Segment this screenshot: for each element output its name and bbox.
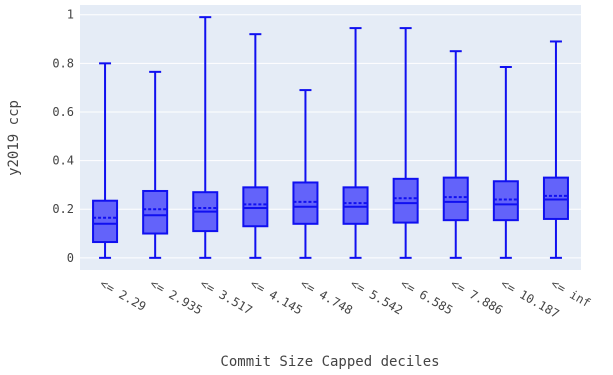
y-tick-label: 0.4 xyxy=(52,154,74,168)
x-tick-label: <= 2.29 xyxy=(98,276,149,313)
x-axis-title: Commit Size Capped deciles xyxy=(220,354,439,370)
box xyxy=(442,50,469,259)
box xyxy=(92,62,119,259)
box-iqr xyxy=(342,186,369,225)
box-iqr xyxy=(442,176,469,222)
box xyxy=(392,27,419,259)
box-iqr xyxy=(92,199,119,244)
box-iqr xyxy=(542,176,569,220)
x-tick-label: <= 4.145 xyxy=(248,276,305,317)
y-tick-label: 0 xyxy=(67,251,74,265)
box-iqr xyxy=(392,177,419,224)
box xyxy=(142,70,169,259)
box xyxy=(242,33,269,259)
box xyxy=(192,16,219,259)
box-iqr xyxy=(242,186,269,228)
box-iqr xyxy=(492,180,519,222)
y-tick-label: 1 xyxy=(67,8,74,22)
box-iqr xyxy=(142,189,169,235)
boxes xyxy=(92,16,569,259)
box xyxy=(542,40,569,259)
box xyxy=(342,27,369,259)
y-axis-ticks: 0 0.2 0.4 0.6 0.8 1 xyxy=(52,8,74,265)
y-tick-label: 0.2 xyxy=(52,202,74,216)
box xyxy=(292,89,319,259)
x-tick-label: <= 7.886 xyxy=(448,276,505,317)
x-axis-ticks: <= 2.29 <= 2.935<= 3.517<= 4.145<= 4.748<… xyxy=(98,276,593,321)
y-tick-label: 0.8 xyxy=(52,56,74,70)
x-tick-label: <= 6.585 xyxy=(398,276,455,317)
x-tick-label: <= 3.517 xyxy=(198,276,255,317)
x-tick-label: <= 2.935 xyxy=(148,276,205,317)
y-axis-title: y2019 ccp xyxy=(6,100,22,176)
box xyxy=(492,65,519,259)
box-iqr xyxy=(292,181,319,225)
x-tick-label: <= 4.748 xyxy=(298,276,355,317)
y-tick-label: 0.6 xyxy=(52,105,74,119)
x-tick-label: <= 5.542 xyxy=(348,276,405,317)
